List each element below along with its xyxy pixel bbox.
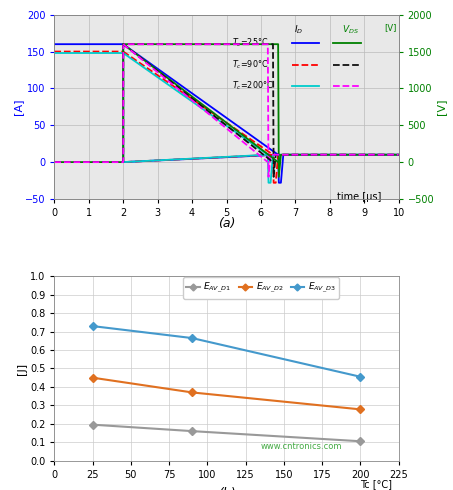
- Legend: $E_{AV\_D1}$, $E_{AV\_D2}$, $E_{AV\_D3}$: $E_{AV\_D1}$, $E_{AV\_D2}$, $E_{AV\_D3}$: [183, 277, 339, 299]
- Y-axis label: [J]: [J]: [17, 363, 27, 374]
- Text: Tc [°C]: Tc [°C]: [361, 479, 392, 489]
- Text: time [μs]: time [μs]: [337, 192, 381, 201]
- Text: www.cntronics.com: www.cntronics.com: [261, 442, 342, 451]
- Text: (b): (b): [218, 488, 235, 490]
- Text: (a): (a): [218, 217, 235, 230]
- Y-axis label: [A]: [A]: [14, 98, 24, 115]
- Y-axis label: [V]: [V]: [436, 98, 446, 115]
